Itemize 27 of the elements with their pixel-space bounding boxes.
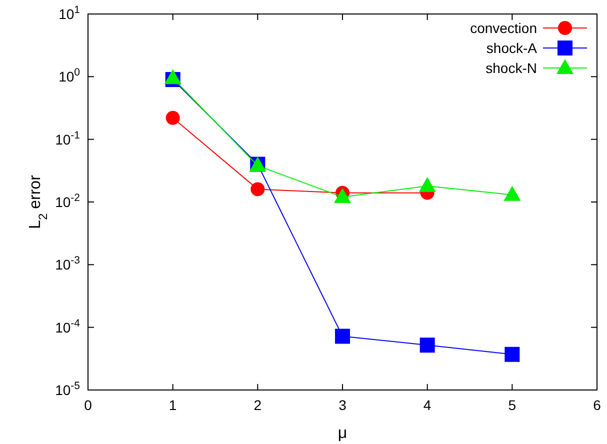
x-tick-label: 3 (338, 397, 347, 413)
x-tick-label: 2 (254, 397, 262, 413)
y-tick-label: 10$^{1}$ (58, 4, 80, 22)
x-tick-label: 5 (508, 397, 516, 413)
legend-label: convection (470, 20, 537, 36)
y-tick-label: 10$^{-1}$ (55, 129, 80, 148)
y-tick-label: 10$^{0}$ (58, 66, 80, 85)
point (164, 69, 182, 84)
x-tick-label: 0 (84, 397, 92, 413)
point (418, 177, 436, 192)
legend-label: shock-A (486, 40, 538, 56)
point (334, 188, 351, 204)
y-tick-label: 10$^{-5}$ (55, 380, 80, 398)
y-tick-label: 10$^{-2}$ (55, 192, 80, 210)
y-tick-label: 10$^{-4}$ (55, 317, 80, 336)
point (335, 328, 350, 344)
point (420, 338, 435, 353)
point (250, 182, 265, 196)
point (504, 186, 521, 201)
x-tick-label: 6 (593, 397, 602, 413)
x-tick-label: 1 (168, 397, 177, 413)
point (166, 110, 180, 125)
point (504, 346, 520, 362)
x-tick-label: 4 (423, 397, 432, 413)
x-axis-title: μ (338, 425, 348, 442)
y-tick-label: 10$^{-3}$ (55, 254, 80, 273)
legend-label: shock-N (486, 60, 537, 76)
